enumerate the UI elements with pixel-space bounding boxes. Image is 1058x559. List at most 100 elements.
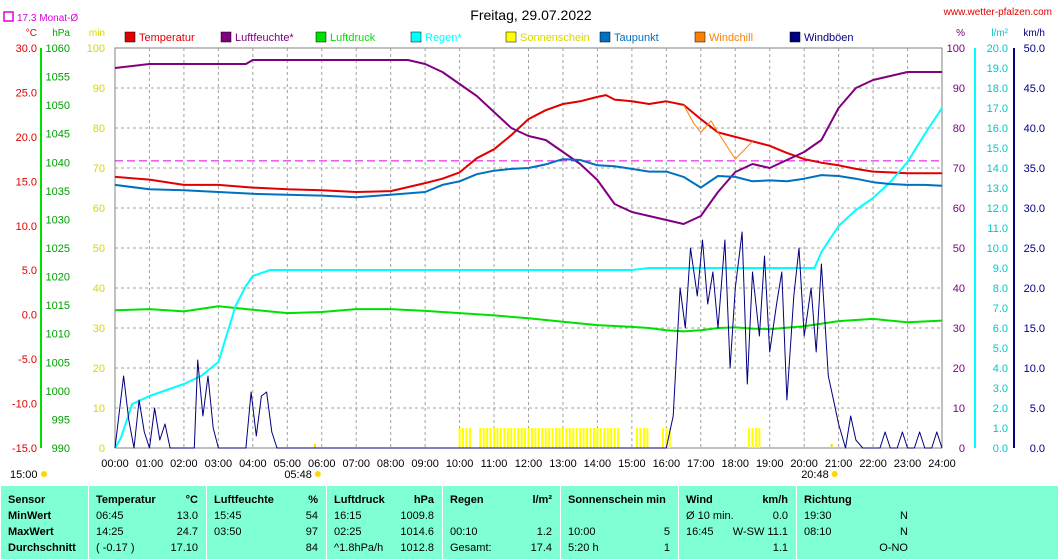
sunshine-tick-label: 40 [93,283,105,295]
sunshine-bar [558,428,561,448]
sunshine-bar [661,428,664,448]
humidity-tick-label: 100 [947,43,965,55]
rain-tick-label: 1.0 [993,423,1008,435]
stats-time: 5:20 h [568,542,599,554]
sunshine-bar [548,428,551,448]
wind-tick-label: 10.0 [1024,363,1045,375]
stats-header-title: Luftdruck [334,494,385,506]
wind-tick-label: 0.0 [1030,443,1045,455]
stats-value: 24.7 [176,526,198,538]
sunshine-bar [551,428,554,448]
stats-row: 16:45 W-SW 11.1 [679,524,796,540]
wind-tick-label: 50.0 [1024,43,1045,55]
plot-grid [114,47,943,449]
site-link[interactable]: www.wetter-pfalzen.com [943,7,1052,18]
stats-row: 03:50 97 [207,524,326,540]
sunshine-bar [493,428,496,448]
x-tick-label: 11:00 [481,458,508,470]
stats-header: Luftdruck hPa [327,492,442,508]
sunshine-bar [503,428,506,448]
legend-swatch [694,31,706,43]
x-tick-label: 08:00 [377,458,405,470]
wind-tick-label: 40.0 [1024,123,1045,135]
sunshine-tick-label: 30 [93,323,105,335]
x-tick-label: 07:00 [342,458,370,470]
stats-column: Temperatur °C 06:45 13.0 14:25 24.7 ( -0.17 ) 1… [88,486,206,559]
stats-row-label: Durchschnitt [8,542,76,554]
series-line-regen [114,107,943,449]
sunshine-bar [592,428,595,448]
pressure-tick-label: 1010 [46,329,70,341]
stats-header-unit: % [308,494,318,506]
stats-value: 1009.8 [400,510,434,522]
stats-row: 19:30 N [797,508,916,524]
stats-value: 0.0 [772,510,788,522]
sunshine-bar [462,428,465,448]
stats-value: N [900,510,908,522]
pressure-tick-label: 1050 [46,100,70,112]
stats-column: Luftfeuchte% 15:45 54 03:50 97 84 [206,486,326,559]
pressure-tick-label: 990 [52,443,70,455]
humidity-unit-label: % [956,28,965,39]
stats-value: 97 [305,526,318,538]
legend-label: Sonnenschein [520,32,590,44]
temp-tick-label: 25.0 [16,87,37,99]
stats-row: 10:00 5 [561,524,678,540]
stats-value: 5 [663,526,670,538]
stats-time: Gesamt: [450,542,492,554]
sunshine-bar [668,428,671,448]
sunshine-bar [479,428,482,448]
stats-row: Durchschnitt [1,540,88,556]
rain-tick-label: 10.0 [987,243,1008,255]
stats-value: 54 [305,510,318,522]
humidity-tick-label: 20 [953,363,965,375]
series-line-luftfeuchte [114,59,942,225]
temp-tick-label: -15.0 [12,443,37,455]
rain-tick-label: 16.0 [987,123,1008,135]
sunshine-bar [513,428,516,448]
legend-label: Temperatur [139,32,195,44]
stats-row [561,508,678,524]
sunshine-bar [520,428,523,448]
temp-tick-label: 20.0 [16,132,37,144]
time-marker-label: 15:00 [10,469,38,481]
stats-header-unit: hPa [413,494,434,506]
stats-column: Wind km/h Ø 10 min. 0.0 16:45 W-SW 11.1 1.1 [678,486,796,559]
legend-swatch [599,31,611,43]
sunshine-bar [596,428,599,448]
wind-tick-label: 20.0 [1024,283,1045,295]
x-tick-label: 01:00 [136,458,164,470]
stats-row: 00:10 1.2 [443,524,560,540]
sunshine-bar [617,428,620,448]
stats-column: Luftdruck hPa 16:15 1009.8 02:25 1014.6 ^1.8hP… [326,486,442,559]
stats-row-label: MinWert [8,510,52,522]
x-tick-label: 15:00 [618,458,646,470]
x-tick-label: 02:00 [170,458,198,470]
stats-header: Sonnenschein min [561,492,678,508]
sunshine-bar [603,428,606,448]
stats-row: 16:15 1009.8 [327,508,442,524]
stats-header: Temperatur °C [89,492,206,508]
stats-header-unit: km/h [762,494,788,506]
sunshine-tick-label: 100 [87,43,105,55]
stats-row [443,508,560,524]
time-marker-icon [41,471,47,477]
temp-tick-label: -5.0 [18,354,37,366]
legend-label: Windchill [709,32,753,44]
stats-value: 1.2 [536,526,552,538]
x-tick-label: 23:00 [894,458,922,470]
sunshine-bar [589,428,592,448]
stats-column: Regen l/m² 00:10 1.2 Gesamt: 17.4 [442,486,560,559]
humidity-tick-label: 0 [959,443,965,455]
series-line-taupunkt [114,158,943,199]
sunshine-bar [582,428,585,448]
legend-swatch [410,31,422,43]
sunshine-tick-label: 20 [93,363,105,375]
sunshine-bar [496,428,499,448]
legend-label: Windböen [804,32,854,44]
rain-tick-label: 14.0 [987,163,1008,175]
stats-row: Gesamt: 17.4 [443,540,560,556]
stats-header-title: Sonnenschein min [568,494,666,506]
sunshine-tick-label: 70 [93,163,105,175]
rain-tick-label: 13.0 [987,183,1008,195]
